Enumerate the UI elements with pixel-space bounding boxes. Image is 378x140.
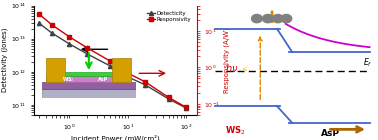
Polygon shape (56, 72, 122, 76)
Circle shape (273, 14, 283, 23)
Text: AsP: AsP (98, 77, 108, 82)
Polygon shape (42, 82, 136, 89)
Polygon shape (113, 58, 132, 82)
Circle shape (262, 14, 273, 23)
Polygon shape (46, 58, 65, 82)
Circle shape (251, 14, 262, 23)
Text: WS$_2$: WS$_2$ (62, 75, 74, 84)
Text: WS$_2$: WS$_2$ (225, 124, 245, 137)
Text: E$_f$: E$_f$ (363, 57, 372, 69)
Text: AsP: AsP (321, 129, 341, 138)
Y-axis label: Responsivity (A/W): Responsivity (A/W) (223, 27, 229, 93)
Text: ⚡: ⚡ (240, 66, 248, 76)
Text: $h\nu$: $h\nu$ (225, 62, 239, 74)
Circle shape (281, 14, 292, 23)
Polygon shape (46, 76, 132, 82)
Legend: Detecticity, Responsivity: Detecticity, Responsivity (145, 8, 194, 24)
Y-axis label: Detectivity (Jones): Detectivity (Jones) (2, 28, 8, 92)
Polygon shape (42, 89, 136, 98)
X-axis label: Incident Power (mW/cm²): Incident Power (mW/cm²) (71, 135, 160, 140)
